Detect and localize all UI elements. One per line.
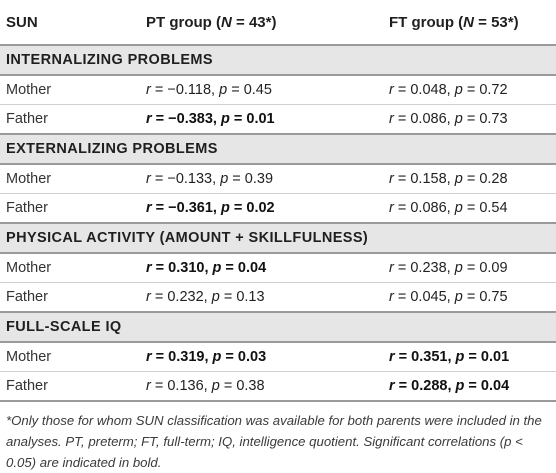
header-pt-group: PT group (N = 43*) (140, 0, 383, 46)
table-row: Father r = 0.232, p = 0.13 r = 0.045, p … (0, 283, 556, 313)
ft-value: r = 0.045, p = 0.75 (389, 289, 508, 305)
pt-value: r = −0.133, p = 0.39 (140, 164, 383, 194)
ft-value: r = 0.158, p = 0.28 (383, 164, 556, 194)
row-label: Mother (0, 253, 140, 283)
correlation-table: SUN PT group (N = 43*) FT group (N = 53*… (0, 0, 556, 402)
row-label: Mother (0, 75, 140, 105)
row-label: Father (6, 200, 48, 216)
pt-value: r = −0.361, p = 0.02 (146, 200, 275, 216)
table-row: Mother r = 0.319, p = 0.03 r = 0.351, p … (0, 342, 556, 372)
table-header: SUN PT group (N = 43*) FT group (N = 53*… (0, 0, 556, 46)
section-title: INTERNALIZING PROBLEMS (0, 44, 556, 76)
pt-value: r = 0.136, p = 0.38 (140, 371, 383, 402)
table-row: Mother r = 0.310, p = 0.04 r = 0.238, p … (0, 253, 556, 283)
table-footnote: *Only those for whom SUN classification … (6, 413, 542, 470)
ft-value: r = 0.048, p = 0.72 (383, 75, 556, 105)
section-title: PHYSICAL ACTIVITY (AMOUNT + SKILLFULNESS… (0, 222, 556, 254)
row-label: Mother (0, 164, 140, 194)
ft-value: r = 0.238, p = 0.09 (383, 253, 556, 283)
table-row: Mother r = −0.118, p = 0.45 r = 0.048, p… (0, 75, 556, 105)
table-row: Father r = −0.383, p = 0.01 r = 0.086, p… (0, 105, 556, 135)
table-body: INTERNALIZING PROBLEMS Mother r = −0.118… (0, 44, 556, 402)
section-header-full-scale-iq: FULL-SCALE IQ (0, 311, 556, 343)
row-label: Father (6, 111, 48, 127)
pt-value: r = 0.232, p = 0.13 (146, 289, 265, 305)
section-title: EXTERNALIZING PROBLEMS (0, 133, 556, 165)
pt-value: r = −0.118, p = 0.45 (140, 75, 383, 105)
pt-value: r = 0.310, p = 0.04 (140, 253, 383, 283)
section-header-physical-activity: PHYSICAL ACTIVITY (AMOUNT + SKILLFULNESS… (0, 222, 556, 254)
row-label: Father (0, 371, 140, 402)
header-row: SUN PT group (N = 43*) FT group (N = 53*… (0, 0, 556, 46)
table-row: Mother r = −0.133, p = 0.39 r = 0.158, p… (0, 164, 556, 194)
row-label: Mother (0, 342, 140, 372)
row-label: Father (6, 289, 48, 305)
ft-value: r = 0.086, p = 0.73 (389, 111, 508, 127)
header-ft-group: FT group (N = 53*) (383, 0, 556, 46)
ft-value: r = 0.288, p = 0.04 (383, 371, 556, 402)
ft-value: r = 0.086, p = 0.54 (389, 200, 508, 216)
header-sun: SUN (0, 0, 140, 46)
pt-value: r = −0.383, p = 0.01 (146, 111, 275, 127)
table-row: Father r = −0.361, p = 0.02 r = 0.086, p… (0, 194, 556, 224)
pt-value: r = 0.319, p = 0.03 (140, 342, 383, 372)
table-row: Father r = 0.136, p = 0.38 r = 0.288, p … (0, 371, 556, 402)
ft-value: r = 0.351, p = 0.01 (383, 342, 556, 372)
section-header-externalizing: EXTERNALIZING PROBLEMS (0, 133, 556, 165)
section-header-internalizing: INTERNALIZING PROBLEMS (0, 44, 556, 76)
section-title: FULL-SCALE IQ (0, 311, 556, 343)
